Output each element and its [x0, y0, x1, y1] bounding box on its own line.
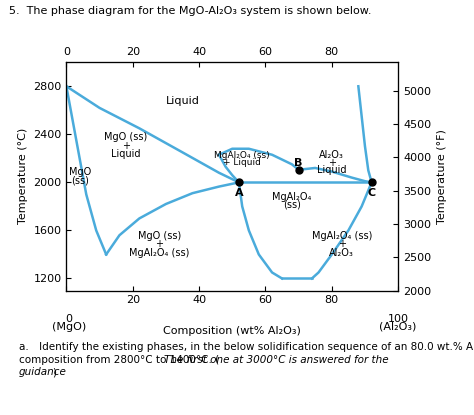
- Text: 100: 100: [388, 314, 409, 324]
- Text: Liquid: Liquid: [317, 165, 346, 176]
- Text: Al₂O₃: Al₂O₃: [319, 150, 344, 160]
- Text: +: +: [328, 158, 336, 168]
- Text: Liquid: Liquid: [111, 149, 141, 159]
- Text: MgO (ss): MgO (ss): [104, 132, 148, 142]
- Text: MgO: MgO: [69, 167, 91, 177]
- Text: A: A: [235, 188, 243, 198]
- Text: guidance: guidance: [19, 367, 67, 377]
- Text: 0: 0: [65, 314, 72, 324]
- Text: +: +: [338, 239, 346, 249]
- Text: a. Identify the existing phases, in the below solidification sequence of an 80.0: a. Identify the existing phases, in the …: [19, 342, 474, 352]
- Text: + Liquid: + Liquid: [223, 158, 261, 167]
- Text: MgAl₂O₄ (ss): MgAl₂O₄ (ss): [311, 231, 372, 241]
- Text: B: B: [294, 158, 303, 168]
- Y-axis label: Temperature (°C): Temperature (°C): [18, 128, 27, 225]
- Text: Composition (wt% Al₂O₃): Composition (wt% Al₂O₃): [164, 326, 301, 336]
- Text: MgAl₂O₄ (ss): MgAl₂O₄ (ss): [214, 151, 270, 160]
- Text: (ss): (ss): [71, 176, 89, 186]
- Text: MgO (ss): MgO (ss): [137, 231, 181, 241]
- Y-axis label: Temperature (°F): Temperature (°F): [437, 129, 447, 224]
- Text: MgAl₂O₄: MgAl₂O₄: [272, 193, 312, 203]
- Text: 5.  The phase diagram for the MgO-Al₂O₃ system is shown below.: 5. The phase diagram for the MgO-Al₂O₃ s…: [9, 6, 372, 16]
- Text: ): ): [52, 367, 56, 377]
- Text: The first one at 3000°C is answered for the: The first one at 3000°C is answered for …: [164, 355, 388, 365]
- Text: MgAl₂O₄ (ss): MgAl₂O₄ (ss): [129, 248, 190, 258]
- Text: Liquid: Liquid: [165, 96, 200, 106]
- Text: Al₂O₃: Al₂O₃: [329, 248, 354, 258]
- Text: (ss): (ss): [283, 200, 301, 210]
- Text: C: C: [367, 188, 376, 198]
- Text: composition from 2800°C to 1400°C. (: composition from 2800°C to 1400°C. (: [19, 355, 219, 365]
- Text: +: +: [122, 141, 130, 151]
- Text: +: +: [155, 239, 163, 249]
- Text: (MgO): (MgO): [52, 322, 86, 332]
- Text: (Al₂O₃): (Al₂O₃): [380, 322, 417, 332]
